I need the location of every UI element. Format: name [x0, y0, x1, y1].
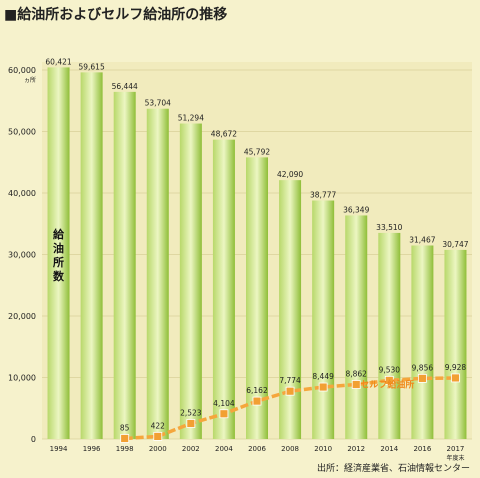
bar	[146, 108, 169, 439]
self-service-value-label: 8,862	[345, 369, 367, 378]
bar-value-label: 38,777	[310, 191, 336, 200]
self-service-value-label: 8,449	[312, 372, 334, 381]
x-tick-label: 2010	[314, 445, 332, 453]
x-tick-label: 2004	[215, 445, 233, 453]
bar-series-label: 給	[53, 227, 65, 241]
self-service-marker	[417, 373, 427, 383]
self-service-value-label: 6,162	[246, 386, 268, 395]
x-tick-label: 2002	[182, 445, 200, 453]
self-service-value-label: 9,856	[412, 363, 434, 372]
bar-value-label: 30,747	[442, 240, 468, 249]
bar-value-label: 60,421	[45, 57, 71, 66]
y-tick-label: 10,000	[8, 374, 36, 383]
self-service-value-label: 7,774	[279, 376, 301, 385]
x-tick-label: 2000	[149, 445, 167, 453]
self-service-marker	[351, 380, 361, 389]
self-service-line	[124, 376, 456, 441]
self-service-marker	[252, 396, 262, 406]
bar	[345, 215, 368, 439]
bar	[179, 123, 202, 439]
y-unit-label: ヵ所	[24, 76, 36, 84]
bar-series-label: 所	[53, 255, 64, 269]
self-service-marker	[384, 375, 394, 385]
bar	[312, 200, 335, 439]
bar-value-label: 42,090	[277, 170, 303, 179]
x-tick-label: 2016	[413, 445, 431, 453]
chart-title: ■給油所およびセルフ給油所の推移	[4, 7, 228, 23]
x-tick-label: 2006	[248, 445, 266, 453]
bar-value-label: 33,510	[376, 223, 402, 232]
bar	[378, 232, 401, 439]
self-service-value-label: 422	[151, 421, 166, 430]
bar	[246, 157, 268, 439]
y-tick-label: 20,000	[8, 312, 36, 321]
source-note: 出所：経済産業省、石油情報センター	[316, 464, 470, 474]
y-tick-label: 30,000	[8, 251, 36, 260]
x-tick-label: 2017	[447, 445, 465, 453]
x-tick-label: 1996	[83, 445, 101, 453]
y-tick-label: 40,000	[8, 189, 36, 198]
self-service-value-label: 4,104	[213, 399, 235, 408]
self-service-series-label: セルフ給油所	[360, 379, 414, 391]
bar	[411, 245, 434, 439]
y-tick-label: 60,000	[8, 66, 36, 75]
x-tick-label: 1998	[116, 445, 134, 453]
y-tick-label: 0	[31, 435, 36, 444]
bar	[80, 72, 103, 440]
self-service-value-label: 9,928	[445, 363, 467, 372]
bar-value-label: 53,704	[145, 99, 171, 108]
self-service-marker	[219, 409, 229, 419]
x-tick-label: 1994	[50, 445, 68, 453]
bar-value-label: 31,467	[409, 235, 435, 244]
self-service-marker	[186, 419, 196, 428]
bar-value-label: 51,294	[178, 114, 204, 123]
self-service-marker	[153, 432, 163, 441]
bar	[279, 180, 302, 440]
self-service-value-label: 9,530	[379, 365, 401, 374]
self-service-marker	[318, 382, 328, 392]
bar	[113, 91, 136, 440]
x-tick-label: 2008	[281, 445, 299, 453]
bar-value-label: 59,615	[78, 62, 104, 71]
y-tick-label: 50,000	[8, 128, 36, 137]
self-service-marker	[451, 373, 460, 383]
bar-value-label: 36,349	[343, 205, 369, 214]
bar-value-label: 45,792	[244, 147, 270, 156]
bar-value-label: 48,672	[211, 130, 237, 139]
bar	[212, 139, 235, 439]
x-tick-suffix: 年度末	[446, 454, 464, 462]
self-service-marker	[120, 434, 130, 443]
self-service-value-label: 85	[120, 423, 130, 432]
self-service-marker	[285, 386, 295, 396]
bar-series-label: 油	[53, 241, 64, 255]
bar-value-label: 56,444	[112, 82, 138, 91]
bar	[444, 249, 467, 439]
self-service-value-label: 2,523	[180, 408, 202, 417]
x-tick-label: 2012	[347, 445, 365, 453]
bar-series-label: 数	[53, 269, 65, 283]
x-tick-label: 2014	[380, 445, 398, 453]
bar	[47, 67, 70, 439]
